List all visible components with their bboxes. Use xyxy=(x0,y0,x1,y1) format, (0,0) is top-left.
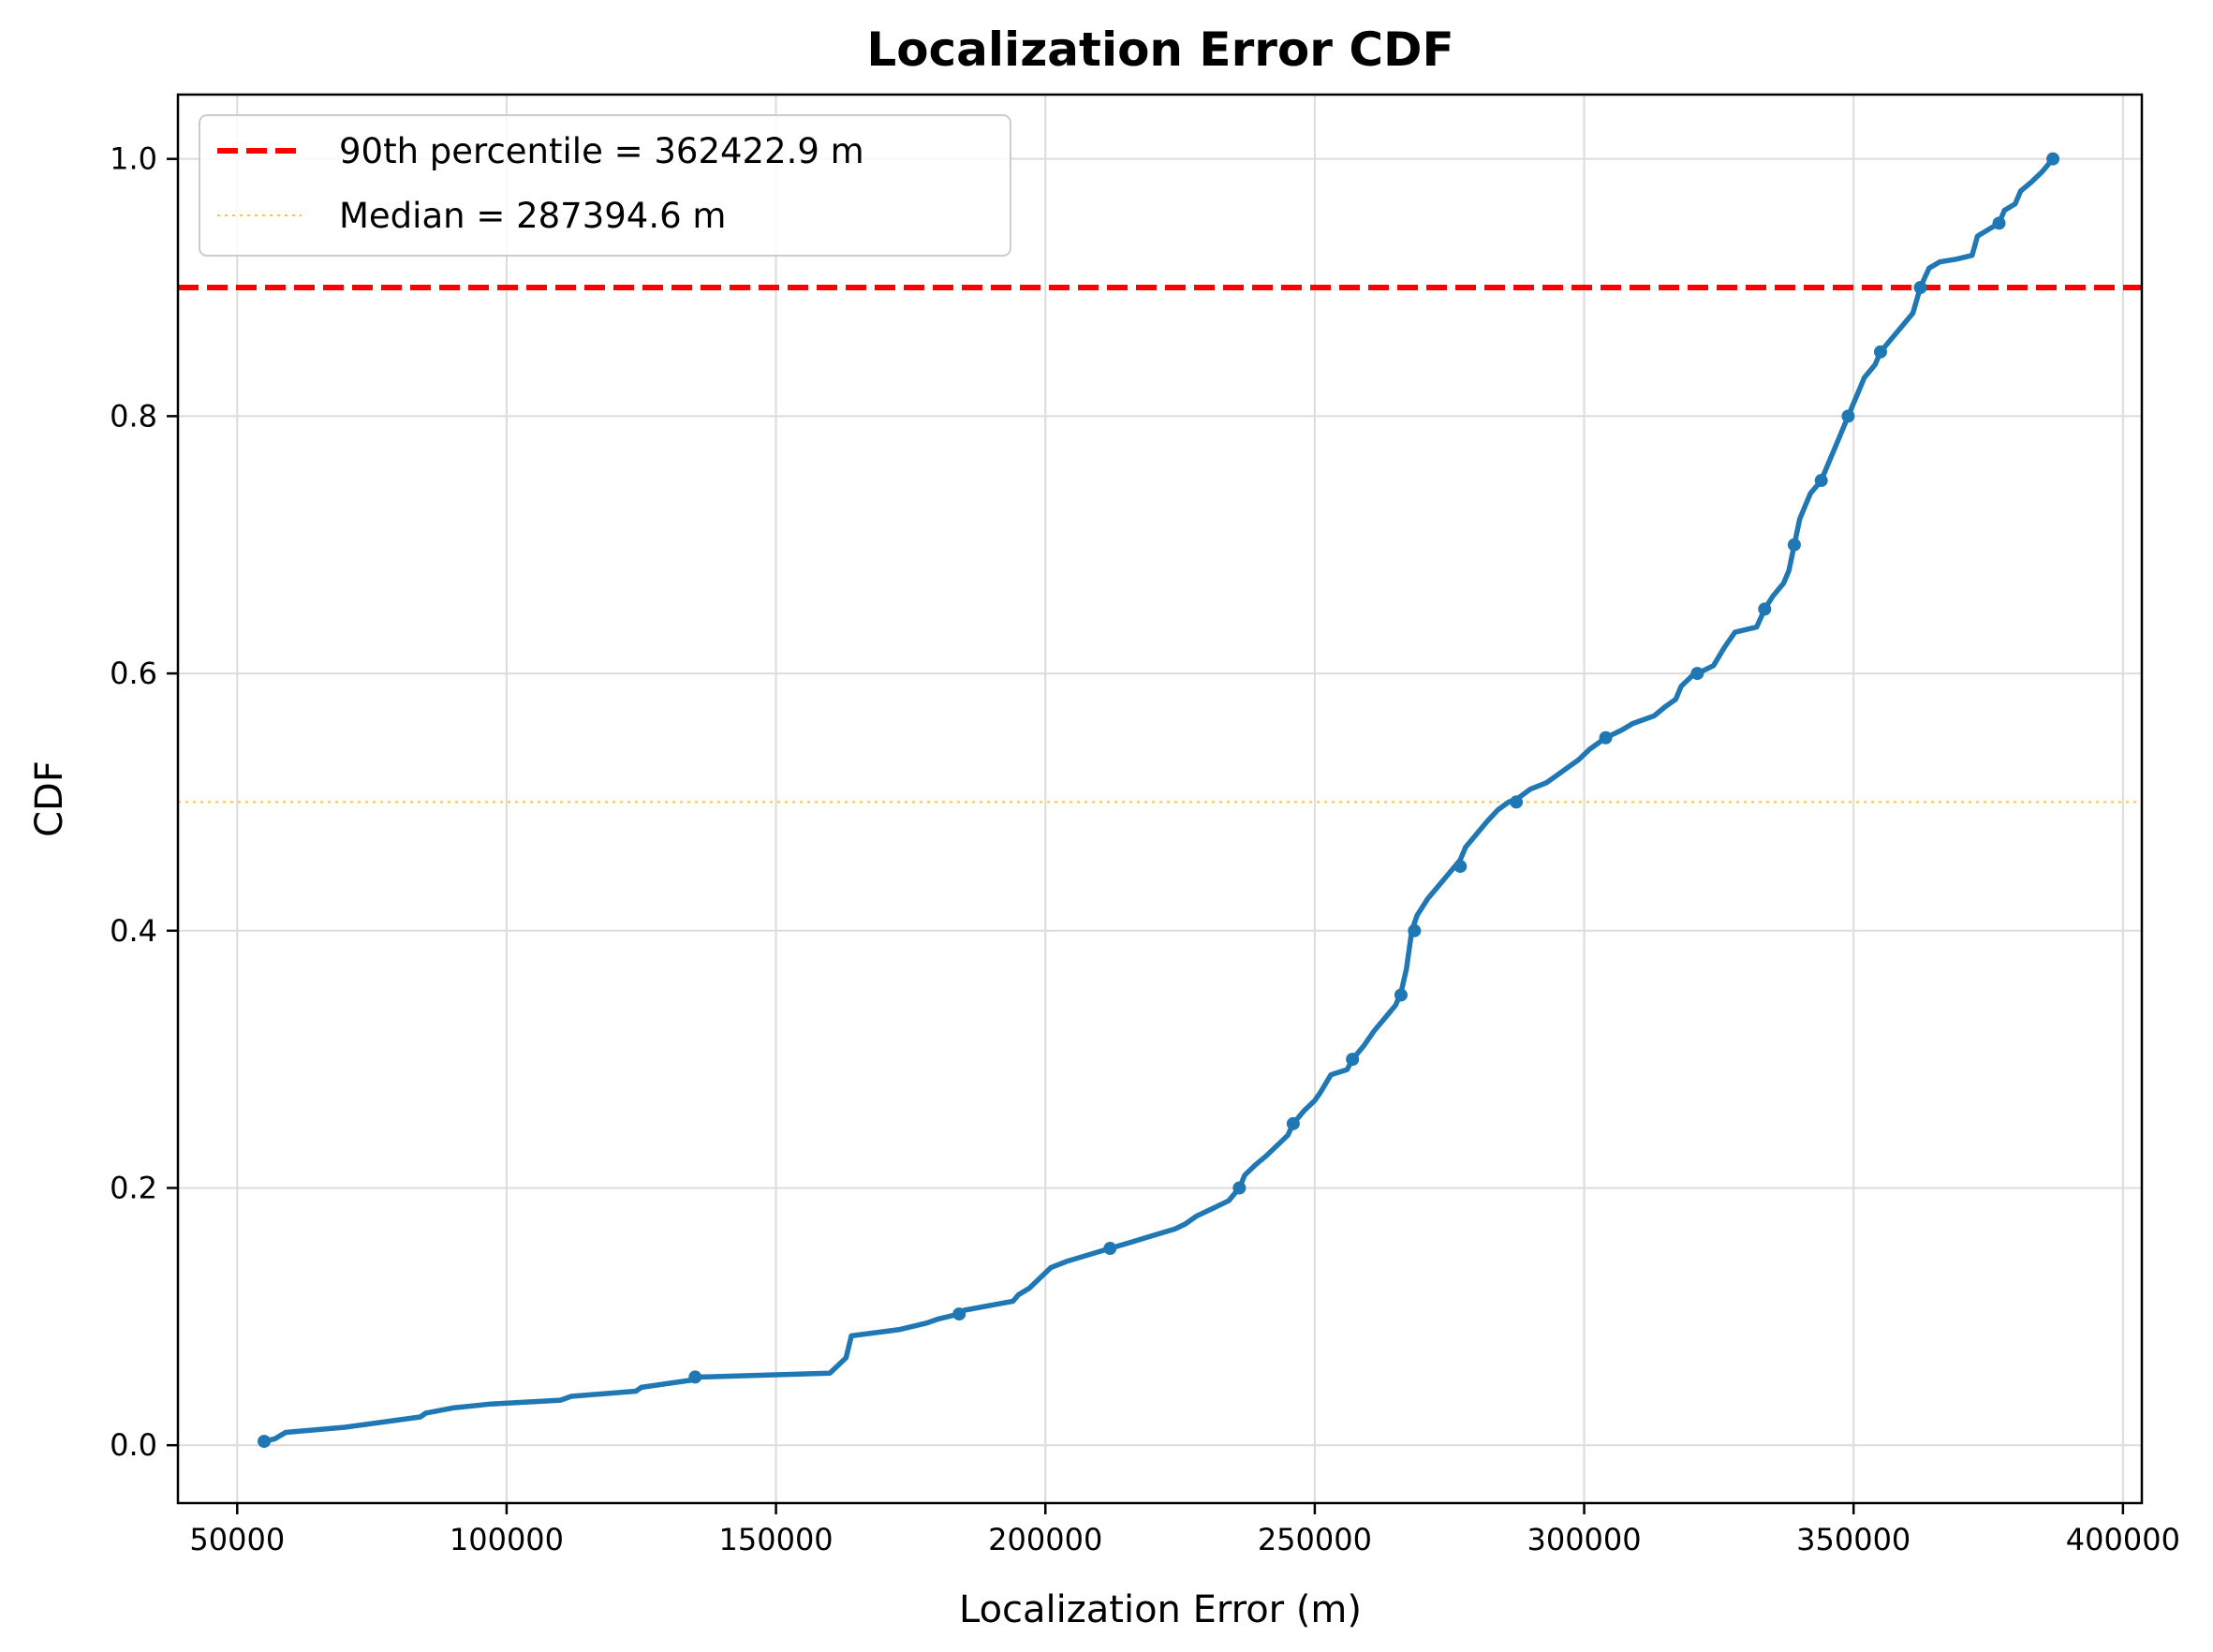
x-axis-label: Localization Error (m) xyxy=(959,1588,1362,1631)
legend-box xyxy=(199,114,1011,257)
series-layer xyxy=(258,152,2060,1449)
x-tick-label: 250000 xyxy=(1258,1522,1372,1557)
legend: 90th percentile = 362422.9 m Median = 28… xyxy=(199,114,1011,257)
y-tick-label: 0.8 xyxy=(110,398,157,434)
cdf-marker xyxy=(1103,1242,1117,1256)
x-tick-label: 50000 xyxy=(189,1522,285,1557)
cdf-line xyxy=(261,155,2056,1444)
cdf-marker xyxy=(1453,860,1468,874)
cdf-marker xyxy=(1599,730,1613,745)
reference-lines xyxy=(178,285,2142,804)
legend-label-90th-percentile: 90th percentile = 362422.9 m xyxy=(339,131,864,171)
y-tick-label: 0.2 xyxy=(110,1170,157,1205)
cdf-marker xyxy=(2046,152,2060,166)
y-axis: 0.0 0.2 0.4 0.6 0.8 1.0 xyxy=(110,141,178,1463)
cdf-marker xyxy=(1758,602,1772,616)
x-tick-label: 350000 xyxy=(1796,1522,1911,1557)
cdf-marker xyxy=(1346,1053,1360,1067)
cdf-marker xyxy=(1286,1116,1300,1130)
x-tick-label: 400000 xyxy=(2066,1522,2180,1557)
y-axis-label: CDF xyxy=(28,760,71,837)
cdf-marker xyxy=(1232,1181,1247,1195)
cdf-marker xyxy=(1510,795,1524,809)
x-tick-label: 200000 xyxy=(988,1522,1102,1557)
chart-title: Localization Error CDF xyxy=(866,22,1453,77)
grid xyxy=(178,95,2142,1503)
cdf-marker xyxy=(1408,923,1422,937)
y-tick-label: 0.4 xyxy=(110,913,157,949)
x-tick-label: 300000 xyxy=(1527,1522,1641,1557)
cdf-marker xyxy=(688,1370,702,1384)
cdf-marker xyxy=(1394,988,1408,1002)
cdf-marker xyxy=(1992,216,2006,230)
cdf-marker xyxy=(1814,474,1828,488)
legend-label-median: Median = 287394.6 m xyxy=(339,196,726,236)
cdf-marker xyxy=(258,1435,272,1449)
cdf-marker xyxy=(1787,538,1801,552)
cdf-marker xyxy=(1873,345,1887,359)
cdf-marker xyxy=(952,1307,966,1321)
cdf-marker xyxy=(1690,667,1704,681)
y-tick-label: 0.0 xyxy=(110,1427,157,1463)
plot-frame xyxy=(176,93,2144,1505)
x-axis: 50000 100000 150000 200000 250000 300000 35000… xyxy=(189,1503,2180,1557)
x-tick-label: 100000 xyxy=(450,1522,564,1557)
cdf-marker xyxy=(1913,281,1927,295)
y-tick-label: 0.6 xyxy=(110,656,157,691)
cdf-marker xyxy=(1841,409,1855,423)
x-tick-label: 150000 xyxy=(719,1522,834,1557)
y-tick-label: 1.0 xyxy=(110,141,157,177)
